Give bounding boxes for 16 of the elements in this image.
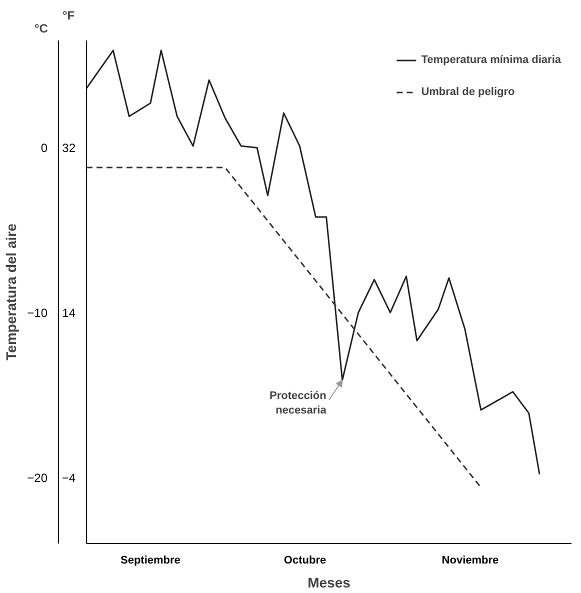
x-axis-title: Meses: [308, 574, 351, 590]
legend-label: Umbral de peligro: [421, 86, 515, 98]
legend-label: Temperatura mínima diaria: [421, 54, 561, 66]
annotation: Protección necesaria: [269, 390, 328, 417]
x-tick-label: Noviembre: [442, 554, 499, 566]
y2-tick-label: 32: [62, 141, 76, 156]
y-axis-title: Temperatura del aire: [3, 223, 20, 360]
y2-tick-label: 14: [62, 306, 76, 320]
y-tick-label: 0: [40, 141, 48, 156]
y-tick-label: −10: [27, 306, 48, 320]
y2-axis-title: °F: [62, 8, 75, 22]
x-tick-label: Septiembre: [120, 554, 180, 566]
y-tick-label: −20: [27, 471, 48, 486]
text: °C: [34, 22, 48, 36]
y2-tick-label: −4: [62, 471, 76, 486]
x-tick-label: Octubre: [284, 554, 326, 566]
